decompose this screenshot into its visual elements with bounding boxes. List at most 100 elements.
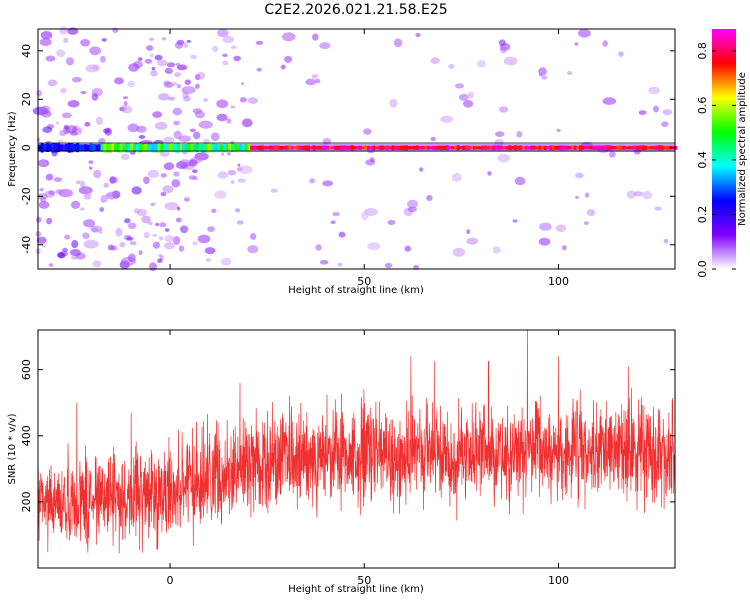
spectrogram-ridge-cell: [513, 145, 517, 151]
spectrogram-cell: [222, 53, 228, 57]
spectrogram-ridge-cell: [309, 146, 313, 150]
spectrogram-y-tick-label: 40: [20, 44, 33, 58]
spectrogram-ridge-cell: [535, 146, 539, 150]
spectrogram-ridge-cell: [383, 145, 387, 150]
spectrogram-cell: [171, 179, 181, 188]
spectrogram-cell: [183, 197, 190, 202]
spectrogram-cell: [143, 232, 150, 239]
spectrogram-cell: [164, 242, 175, 250]
spectrogram-ridge-cell: [464, 145, 468, 151]
spectrogram-cell: [184, 79, 191, 85]
spectrogram-ridge-cell: [630, 145, 634, 150]
spectrogram-ridge-cell: [326, 146, 330, 150]
spectrogram-cell: [578, 28, 591, 38]
snr-plot-area: [38, 330, 675, 568]
spectrogram-cell: [514, 176, 526, 186]
spectrogram-ridge-cell: [364, 145, 368, 150]
spectrogram-cell: [88, 160, 94, 164]
spectrogram-ridge-cell: [399, 145, 403, 150]
spectrogram-cell: [62, 247, 68, 253]
spectrogram-ridge-cell: [377, 145, 381, 150]
spectrogram-ridge-cell: [508, 145, 512, 151]
spectrogram-cell: [270, 188, 279, 193]
spectrogram-ridge-cell: [543, 145, 547, 150]
spectrogram-x-label: Height of straight line (km): [288, 285, 424, 296]
spectrogram-ridge-cell: [320, 145, 324, 150]
spectrogram-cell: [555, 224, 567, 232]
spectrogram-ridge-cell: [106, 143, 109, 153]
colorbar-gradient: [712, 29, 736, 269]
spectrogram-ridge-cell: [111, 144, 115, 152]
spectrogram-ridge-cell: [595, 145, 599, 150]
spectrogram-cell: [149, 37, 154, 41]
spectrogram-cell: [110, 176, 119, 184]
spectrogram-ridge-cell: [285, 145, 289, 150]
spectrogram-cell: [178, 135, 191, 143]
spectrogram-cell: [221, 152, 225, 156]
spectrogram-ridge-cell: [244, 144, 248, 152]
colorbar: 0.0 0.2 0.4 0.6 0.8 Normalized spectral ampl…: [696, 29, 748, 278]
spectrogram-cell: [105, 191, 118, 200]
spectrogram-ridge-cell: [323, 145, 327, 150]
spectrogram-cell: [129, 241, 137, 246]
spectrogram-x-tick-label: 0: [167, 275, 174, 288]
spectrogram-cell: [556, 128, 561, 132]
spectrogram-cell: [618, 51, 624, 57]
spectrogram-ridge-cell: [541, 145, 544, 150]
spectrogram-ridge-cell: [78, 144, 82, 152]
spectrogram-ridge-cell: [348, 145, 351, 150]
spectrogram-cell: [131, 186, 142, 195]
spectrogram-ridge-cell: [315, 146, 319, 150]
spectrogram-ridge-cell: [394, 145, 398, 150]
spectrogram-cell: [337, 262, 343, 267]
spectrogram-ridge-cell: [551, 145, 555, 151]
spectrogram-cell: [237, 178, 246, 183]
spectrogram-cell: [538, 237, 551, 246]
spectrogram-ridge-cell: [97, 144, 101, 152]
spectrogram-ridge-cell: [666, 145, 670, 150]
spectrogram-cell: [71, 240, 79, 249]
spectrogram-ridge-cell: [562, 145, 566, 151]
snr-y-tick-label: 400: [20, 425, 33, 446]
spectrogram-cell: [112, 27, 119, 34]
spectrogram-cell: [149, 262, 157, 272]
spectrogram-cell: [42, 126, 53, 133]
spectrogram-cell: [119, 241, 126, 248]
spectrogram-x-tick-label: 100: [548, 275, 569, 288]
spectrogram-cell: [503, 56, 518, 66]
spectrogram-ridge-cell: [522, 145, 525, 150]
spectrogram-cell: [152, 241, 160, 249]
spectrogram-cell: [419, 167, 424, 172]
spectrogram-ridge-cell: [413, 145, 417, 150]
spectrogram-ridge-cell: [138, 143, 142, 153]
colorbar-ticks: 0.0 0.2 0.4 0.6 0.8: [696, 42, 736, 278]
spectrogram-ridge-cell: [73, 144, 77, 152]
spectrogram-ridge-cell: [331, 146, 335, 150]
snr-y-label: SNR (10 * v/v): [7, 413, 18, 484]
spectrogram-ridge-cell: [421, 145, 425, 150]
spectrogram-cell: [155, 222, 160, 227]
spectrogram-cell: [363, 128, 372, 135]
spectrogram-cell: [539, 222, 552, 231]
spectrogram-ridge-cell: [587, 146, 591, 150]
spectrogram-ridge-cell: [239, 144, 243, 152]
snr-y-tick-label: 200: [20, 491, 33, 512]
spectrogram-ridge-cell: [424, 146, 428, 150]
spectrogram-ridge-cell: [201, 144, 205, 152]
spectrogram-cell: [63, 124, 69, 130]
spectrogram-ridge-cell: [247, 144, 251, 152]
spectrogram-ridge-cell: [625, 146, 629, 150]
spectrogram-cell: [173, 120, 180, 126]
spectrogram-cell: [164, 235, 175, 243]
spectrogram-cell: [330, 220, 336, 224]
spectrogram-ridge-cell: [345, 145, 349, 150]
spectrogram-ridge-cell: [293, 146, 297, 150]
spectrogram-cell: [173, 81, 178, 87]
spectrogram-cell: [216, 99, 229, 109]
spectrogram-ridge-cell: [95, 144, 99, 152]
colorbar-tick-label: 0.0: [696, 260, 709, 278]
spectrogram-ridge-cell: [386, 145, 389, 150]
colorbar-tick-label: 0.4: [696, 151, 709, 169]
spectrogram-ridge-cell: [233, 144, 237, 152]
spectrogram-ridge-cell: [141, 144, 145, 152]
